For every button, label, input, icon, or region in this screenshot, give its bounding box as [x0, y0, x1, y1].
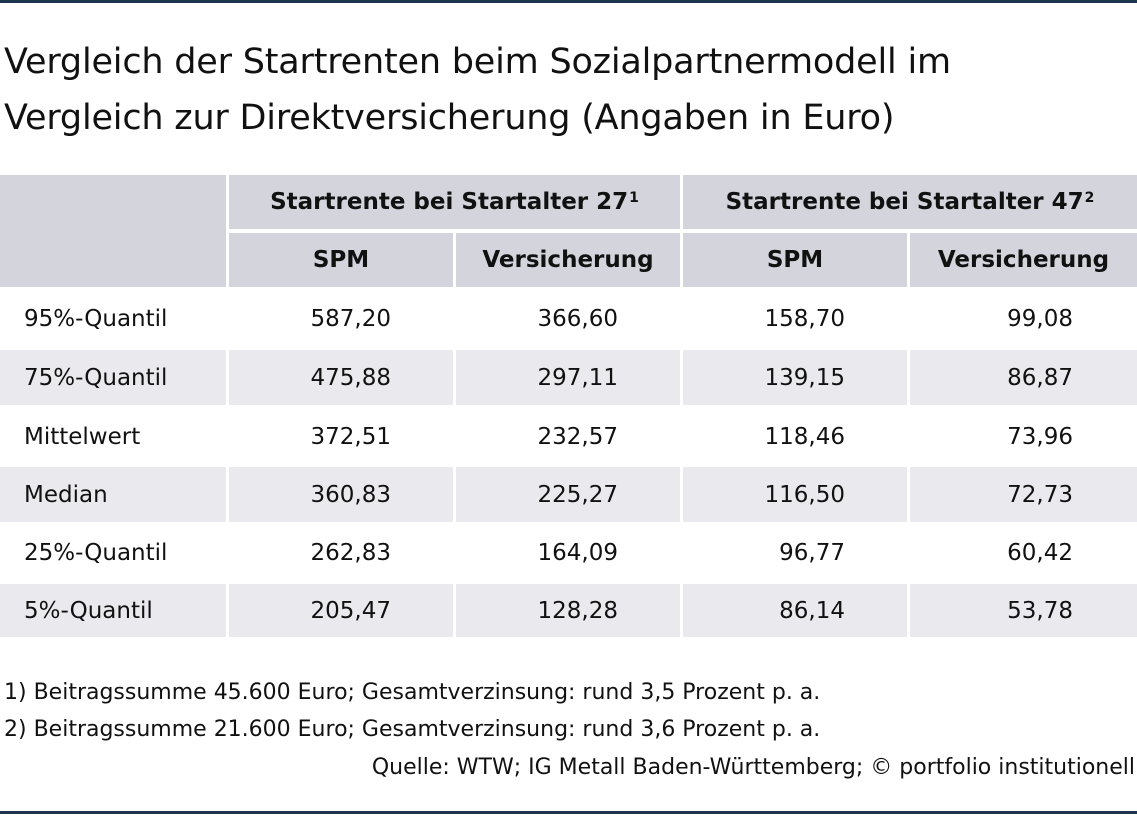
- table-cell: 72,73: [910, 467, 1137, 522]
- column-header-spm: SPM: [229, 233, 453, 287]
- table-cell: 372,51: [310, 423, 391, 450]
- table-cell: 205,47: [229, 584, 453, 637]
- table-cell: 262,83: [310, 539, 391, 566]
- top-rule: [0, 0, 1137, 3]
- table-cell: 139,15: [683, 350, 907, 405]
- table-cell: 86,14: [683, 584, 907, 637]
- table-cell: 86,87: [910, 350, 1137, 405]
- table-cell: 73,96: [1007, 423, 1073, 450]
- group-header-label: Startrente bei Startalter 47: [725, 189, 1084, 215]
- group-header-label: Startrente bei Startalter 27: [270, 189, 629, 215]
- row-label: 5%-Quantil: [0, 584, 226, 637]
- row-label: 75%-Quantil: [0, 350, 226, 405]
- table-cell: 96,77: [779, 539, 845, 566]
- table-cell: 158,70: [764, 305, 845, 332]
- footnote-1: 1) Beitragssumme 45.600 Euro; Gesamtverz…: [4, 680, 821, 705]
- footnote-marker: 2: [1084, 190, 1095, 206]
- source-credit: Quelle: WTW; IG Metall Baden-Württemberg…: [371, 755, 1135, 780]
- footnote-2: 2) Beitragssumme 21.600 Euro; Gesamtverz…: [4, 717, 821, 742]
- page-title: Vergleich der Startrenten beim Sozialpar…: [4, 34, 1124, 146]
- table-cell: 128,28: [456, 584, 680, 637]
- table-cell: 366,60: [537, 305, 618, 332]
- table-cell: 360,83: [229, 467, 453, 522]
- row-label: 25%-Quantil: [24, 539, 168, 566]
- row-label: Mittelwert: [24, 423, 141, 450]
- table-cell: 164,09: [537, 539, 618, 566]
- table-cell: 53,78: [910, 584, 1137, 637]
- table-cell: 118,46: [764, 423, 845, 450]
- table-cell: 99,08: [1007, 305, 1073, 332]
- column-header-versicherung: Versicherung: [456, 233, 680, 287]
- row-label: Median: [0, 467, 226, 522]
- bottom-rule: [0, 811, 1137, 814]
- column-header-spm: SPM: [683, 233, 907, 287]
- group-header-age-47: Startrente bei Startalter 47 2: [683, 175, 1137, 229]
- footnote-marker: 1: [629, 190, 639, 206]
- table-cell: 475,88: [229, 350, 453, 405]
- table-cell: 232,57: [537, 423, 618, 450]
- table-cell: 116,50: [683, 467, 907, 522]
- row-label: 95%-Quantil: [24, 305, 168, 332]
- table-cell: 297,11: [456, 350, 680, 405]
- table-cell: 587,20: [310, 305, 391, 332]
- column-header-versicherung: Versicherung: [910, 233, 1137, 287]
- table-cell: 60,42: [1007, 539, 1073, 566]
- table-cell: 225,27: [456, 467, 680, 522]
- group-header-age-27: Startrente bei Startalter 27 1: [229, 175, 680, 229]
- title-line-2: Vergleich zur Direktversicherung (Angabe…: [4, 98, 895, 138]
- corner-header-cell: [0, 175, 226, 287]
- title-line-1: Vergleich der Startrenten beim Sozialpar…: [4, 42, 951, 82]
